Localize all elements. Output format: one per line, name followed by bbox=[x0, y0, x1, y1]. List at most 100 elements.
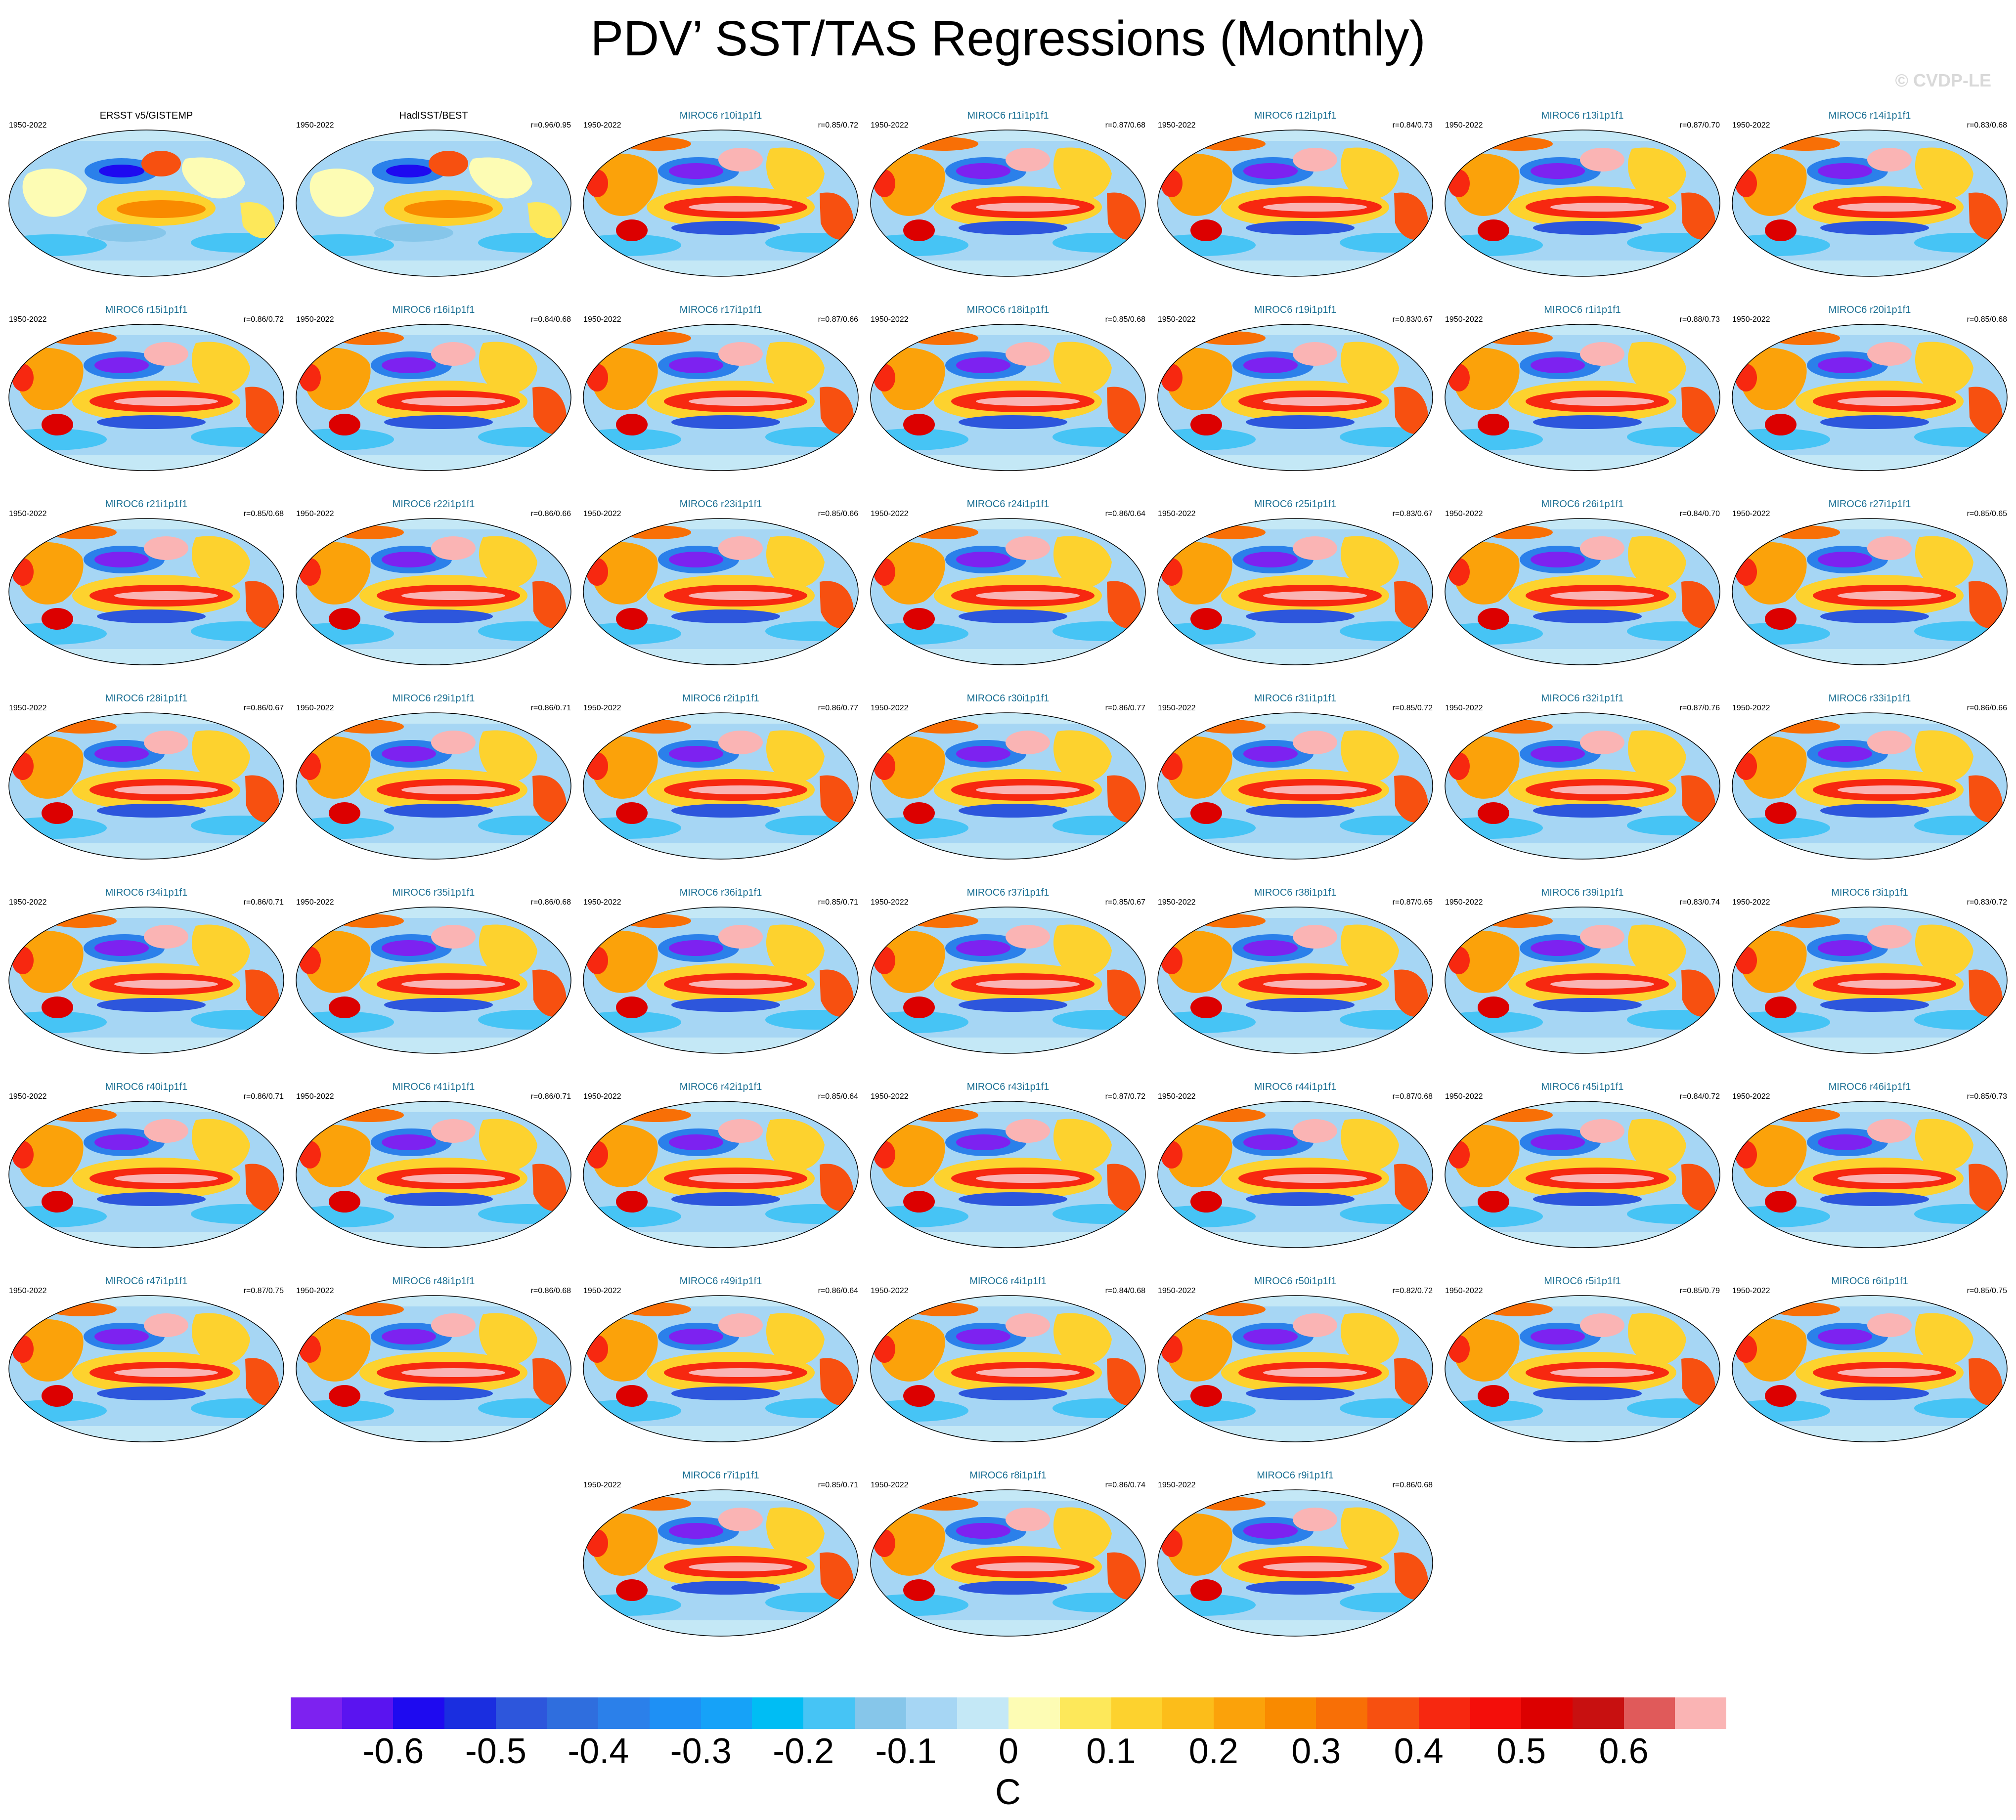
map-panel-svg bbox=[1445, 1101, 1720, 1248]
land-mass-africa bbox=[1394, 1358, 1429, 1405]
southern-ocean-patch bbox=[1340, 1593, 1433, 1612]
map-panel-svg bbox=[1445, 324, 1720, 471]
land-mass-asia bbox=[1449, 347, 1520, 410]
north-pacific-cool-core bbox=[1243, 1523, 1298, 1539]
land-mass-australia bbox=[1190, 802, 1222, 824]
arctic-band bbox=[1158, 519, 1433, 529]
southern-ocean-patch bbox=[1052, 427, 1145, 447]
map-outline bbox=[8, 324, 284, 471]
panel-correlation: r=0.86/0.71 bbox=[530, 1092, 571, 1101]
land-mass-africa bbox=[532, 581, 567, 628]
south-pacific-cool bbox=[671, 804, 780, 818]
arctic-warm-patch bbox=[1196, 331, 1266, 345]
antarctic-band bbox=[871, 260, 1145, 276]
antarctic-band bbox=[1732, 455, 2007, 471]
land-mass-asia bbox=[300, 542, 371, 605]
tropical-pacific-peak bbox=[1838, 1368, 1941, 1377]
arctic-band bbox=[1445, 713, 1720, 724]
southern-ocean-patch bbox=[1914, 1398, 2007, 1418]
panel-title: MIROC6 r6i1p1f1 bbox=[1831, 1276, 1908, 1287]
land-mass-asia bbox=[300, 930, 371, 993]
panel-correlation: r=0.86/0.68 bbox=[530, 1287, 571, 1295]
panel-correlation: r=0.85/0.71 bbox=[818, 1481, 858, 1489]
map-outline bbox=[296, 324, 571, 471]
panel-title: MIROC6 r14i1p1f1 bbox=[1828, 110, 1911, 121]
arctic-band bbox=[296, 907, 571, 918]
panel-correlation: r=0.87/0.68 bbox=[1105, 121, 1145, 130]
map-panel-svg bbox=[1732, 130, 2008, 277]
map-panel: 1950-2022 MIROC6 r12i1p1f1 r=0.84/0.73 bbox=[1155, 101, 1436, 284]
northeast-pacific-warm bbox=[144, 342, 188, 366]
map-outline bbox=[296, 712, 571, 860]
antarctic-band bbox=[871, 649, 1145, 665]
land-mass-americas bbox=[1053, 1313, 1112, 1365]
panel-title: MIROC6 r25i1p1f1 bbox=[1254, 499, 1337, 510]
colorbar-swatch bbox=[752, 1697, 804, 1729]
map-panel-svg bbox=[870, 1489, 1146, 1637]
tropical-pacific-peak bbox=[114, 1174, 218, 1183]
south-pacific-cool bbox=[384, 998, 493, 1012]
land-mass-asia bbox=[587, 153, 658, 216]
north-pacific-cool-core bbox=[956, 163, 1010, 179]
land-mass-americas bbox=[766, 342, 825, 394]
land-mass-americas bbox=[181, 157, 245, 199]
panel-title: MIROC6 r22i1p1f1 bbox=[392, 499, 475, 510]
tropical-pacific-peak bbox=[1263, 1174, 1367, 1183]
panel-title: MIROC6 r46i1p1f1 bbox=[1828, 1082, 1911, 1092]
map-outline bbox=[296, 518, 571, 665]
panel-correlation: r=0.86/0.64 bbox=[818, 1287, 858, 1295]
panel-title: MIROC6 r42i1p1f1 bbox=[679, 1082, 762, 1092]
panel-period: 1950-2022 bbox=[9, 704, 47, 712]
northeast-pacific-warm bbox=[1006, 731, 1050, 754]
arctic-warm-patch bbox=[622, 1497, 691, 1511]
land-mass-americas bbox=[469, 157, 532, 199]
antarctic-band bbox=[583, 260, 858, 276]
tropical-pacific-peak bbox=[114, 397, 218, 406]
land-mass-indian bbox=[1161, 1529, 1183, 1557]
panel-title: MIROC6 r31i1p1f1 bbox=[1254, 693, 1337, 704]
land-mass-asia bbox=[1162, 930, 1232, 993]
colorbar-tick-label: 0.1 bbox=[1086, 1732, 1136, 1771]
south-pacific-cool bbox=[87, 224, 166, 242]
southern-ocean-patch bbox=[478, 1204, 571, 1224]
map-outline bbox=[296, 1295, 571, 1442]
southern-ocean-patch bbox=[1340, 1010, 1433, 1030]
arctic-band bbox=[296, 713, 571, 724]
arctic-warm-patch bbox=[909, 525, 978, 539]
antarctic-band bbox=[1445, 843, 1720, 859]
southern-ocean-patch bbox=[1340, 1204, 1433, 1224]
antarctic-band bbox=[1445, 260, 1720, 276]
arctic-warm-patch bbox=[1771, 525, 1840, 539]
arctic-band bbox=[1445, 519, 1720, 529]
map-panel: 1950-2022 MIROC6 r37i1p1f1 r=0.85/0.67 bbox=[868, 878, 1148, 1061]
panel-title: MIROC6 r33i1p1f1 bbox=[1828, 693, 1911, 704]
north-pacific-cool-core bbox=[1818, 940, 1872, 956]
panel-title: MIROC6 r23i1p1f1 bbox=[679, 499, 762, 510]
panel-title: MIROC6 r29i1p1f1 bbox=[392, 693, 475, 704]
land-mass-australia bbox=[903, 1579, 935, 1601]
northeast-pacific-warm bbox=[1006, 1508, 1050, 1531]
panel-period: 1950-2022 bbox=[296, 121, 334, 130]
land-mass-africa bbox=[240, 202, 275, 238]
south-pacific-cool bbox=[671, 221, 780, 235]
land-mass-americas bbox=[1340, 730, 1399, 782]
colorbar-tick-label: 0.5 bbox=[1496, 1732, 1546, 1771]
map-panel-svg bbox=[1445, 1295, 1720, 1442]
land-mass-americas bbox=[766, 147, 825, 200]
map-outline bbox=[8, 712, 284, 860]
panel-correlation: r=0.86/0.77 bbox=[1105, 704, 1145, 712]
land-mass-indian bbox=[299, 947, 321, 974]
tropical-pacific-peak bbox=[1263, 785, 1367, 794]
land-mass-americas bbox=[1915, 1119, 1973, 1171]
arctic-band bbox=[296, 519, 571, 529]
antarctic-band bbox=[9, 455, 284, 471]
tropical-pacific-peak bbox=[689, 980, 792, 989]
land-mass-australia bbox=[903, 1191, 935, 1213]
land-mass-indian bbox=[12, 558, 34, 586]
panel-correlation: r=0.83/0.74 bbox=[1679, 898, 1720, 907]
land-mass-indian bbox=[874, 947, 895, 974]
south-pacific-cool bbox=[671, 998, 780, 1012]
map-panel-svg bbox=[8, 1295, 284, 1442]
southern-ocean-patch bbox=[296, 234, 394, 256]
arctic-warm-patch bbox=[909, 1497, 978, 1511]
